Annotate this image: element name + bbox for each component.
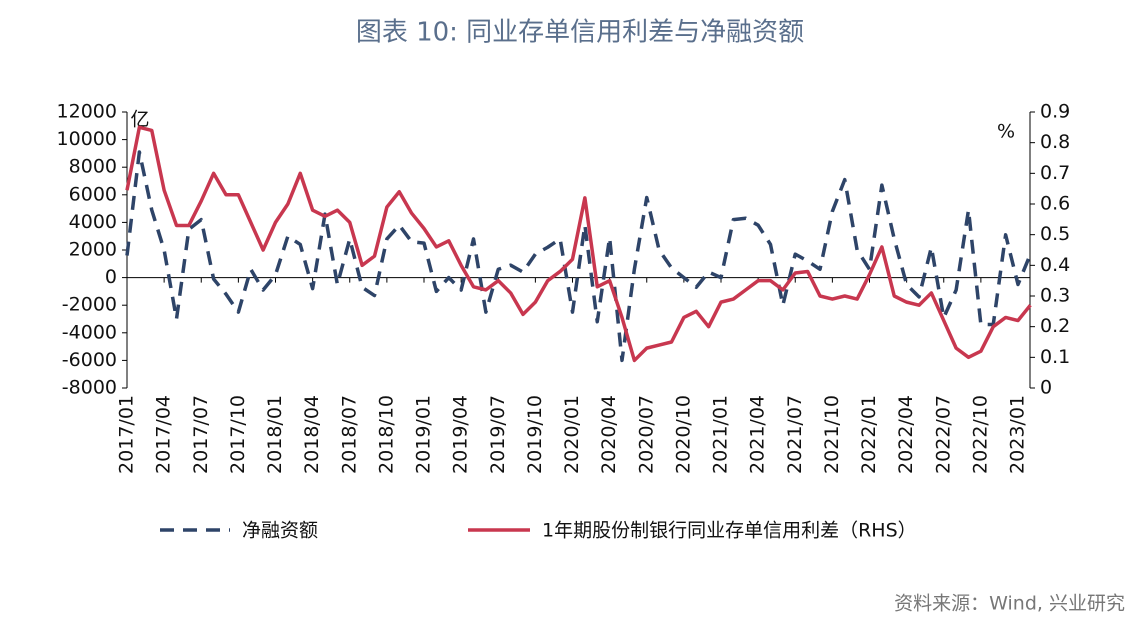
x-tick-label: 2022/01 xyxy=(858,395,880,474)
y-unit: 亿 xyxy=(130,109,149,131)
source: 资料来源：Wind, 兴业研究 xyxy=(894,593,1125,615)
x-tick-label: 2019/01 xyxy=(413,395,435,474)
x-tick-label: 2018/04 xyxy=(301,395,323,474)
y2-tick-label: 0 xyxy=(1040,377,1052,399)
y2-tick-label: 0.4 xyxy=(1040,254,1070,276)
x-tick-label: 2022/04 xyxy=(895,395,917,474)
x-tick-label: 2019/04 xyxy=(450,395,472,474)
x-tick-label: 2021/07 xyxy=(784,395,806,474)
x-tick-label: 2019/07 xyxy=(487,395,509,474)
series-line xyxy=(125,125,1032,363)
x-tick-label: 2017/07 xyxy=(190,395,212,474)
x-tick-label: 2017/01 xyxy=(116,395,138,474)
x-tick-label: 2021/10 xyxy=(821,395,843,474)
x-tick-label: 2021/01 xyxy=(710,395,732,474)
y2-tick-label: 0.1 xyxy=(1040,346,1070,368)
x-tick-label: 2020/01 xyxy=(561,395,583,474)
legend-label: 净融资额 xyxy=(242,520,318,542)
y-tick-label: 4000 xyxy=(69,211,117,233)
y2-tick-label: 0.3 xyxy=(1040,285,1070,307)
y-tick-label: 2000 xyxy=(69,239,117,261)
y2-unit: % xyxy=(997,121,1015,143)
y-tick-label: 6000 xyxy=(69,183,117,205)
x-tick-label: 2020/10 xyxy=(672,395,694,474)
x-tick-label: 2018/10 xyxy=(375,395,397,474)
y-tick-label: -6000 xyxy=(62,349,117,371)
x-tick-label: 2017/10 xyxy=(227,395,249,474)
y2-tick-label: 0.5 xyxy=(1040,223,1070,245)
y2-tick-label: 0.7 xyxy=(1040,162,1070,184)
x-tick-label: 2022/07 xyxy=(932,395,954,474)
y2-tick-label: 0.2 xyxy=(1040,315,1070,337)
x-tick-label: 2019/10 xyxy=(524,395,546,474)
legend-label: 1年期股份制银行同业存单信用利差（RHS） xyxy=(542,520,917,542)
y-tick-label: 10000 xyxy=(57,128,117,150)
y-tick-label: 0 xyxy=(105,266,117,288)
x-tick-label: 2023/01 xyxy=(1007,395,1029,474)
x-tick-label: 2021/04 xyxy=(747,395,769,474)
x-tick-label: 2020/07 xyxy=(635,395,657,474)
y-tick-label: 8000 xyxy=(69,156,117,178)
y2-tick-label: 0.6 xyxy=(1040,193,1070,215)
y-tick-label: -4000 xyxy=(62,321,117,343)
series-line xyxy=(125,150,1033,363)
x-tick-label: 2020/04 xyxy=(598,395,620,474)
x-tick-label: 2022/10 xyxy=(969,395,991,474)
y-tick-label: 12000 xyxy=(57,101,117,123)
x-tick-label: 2017/04 xyxy=(153,395,175,474)
y2-tick-label: 0.8 xyxy=(1040,131,1070,153)
x-tick-label: 2018/07 xyxy=(338,395,360,474)
x-tick-label: 2018/01 xyxy=(264,395,286,474)
y-tick-label: -2000 xyxy=(62,294,117,316)
y2-tick-label: 0.9 xyxy=(1040,101,1070,123)
y-tick-label: -8000 xyxy=(62,377,117,399)
chart-title: 图表 10: 同业存单信用利差与净融资额 xyxy=(356,18,804,48)
